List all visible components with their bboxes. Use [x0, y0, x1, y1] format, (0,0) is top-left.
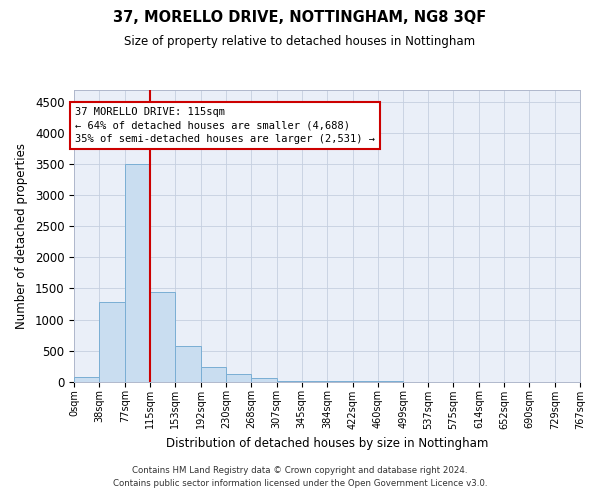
Text: 37 MORELLO DRIVE: 115sqm
← 64% of detached houses are smaller (4,688)
35% of sem: 37 MORELLO DRIVE: 115sqm ← 64% of detach…: [75, 108, 375, 144]
Bar: [175, 346, 201, 382]
Bar: [277, 380, 302, 382]
Bar: [226, 374, 251, 382]
Bar: [201, 366, 226, 382]
Y-axis label: Number of detached properties: Number of detached properties: [15, 143, 28, 329]
Text: 37, MORELLO DRIVE, NOTTINGHAM, NG8 3QF: 37, MORELLO DRIVE, NOTTINGHAM, NG8 3QF: [113, 10, 487, 25]
Text: Size of property relative to detached houses in Nottingham: Size of property relative to detached ho…: [124, 35, 476, 48]
X-axis label: Distribution of detached houses by size in Nottingham: Distribution of detached houses by size …: [166, 437, 488, 450]
Bar: [100, 302, 125, 382]
Bar: [150, 292, 175, 382]
Bar: [251, 378, 277, 382]
Text: Contains HM Land Registry data © Crown copyright and database right 2024.
Contai: Contains HM Land Registry data © Crown c…: [113, 466, 487, 487]
Bar: [125, 164, 150, 382]
Bar: [74, 376, 100, 382]
Bar: [302, 381, 328, 382]
